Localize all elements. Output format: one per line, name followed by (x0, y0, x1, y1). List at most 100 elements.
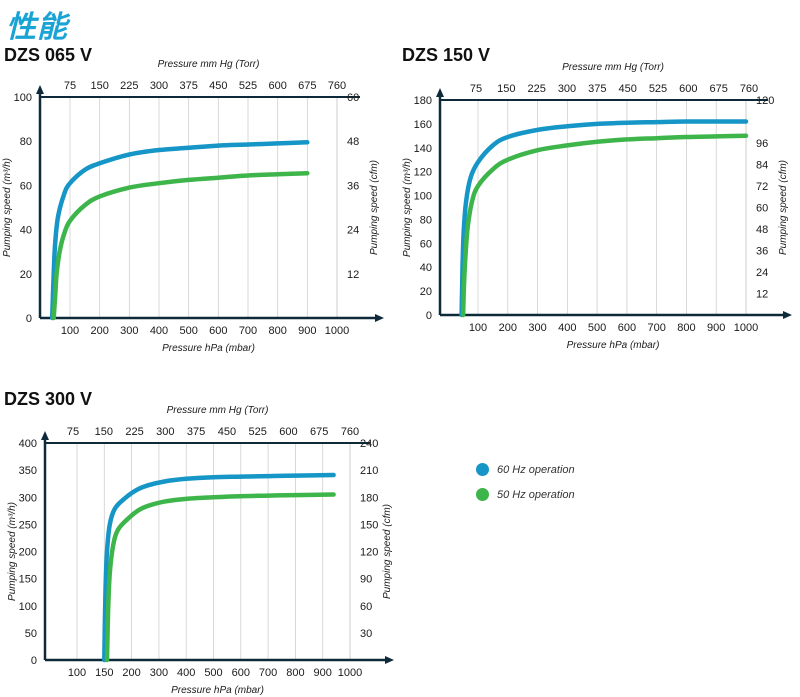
y-tick-label-dzs150-6: 120 (414, 167, 432, 179)
x2-tick-label-dzs300-2: 225 (125, 426, 143, 438)
y2-axis-title-dzs150: Pumping speed (cfm) (778, 160, 789, 255)
legend-swatch-60hz (476, 463, 489, 476)
x-tick-label-dzs150-5: 600 (618, 322, 636, 334)
x2-tick-label-dzs150-7: 600 (679, 83, 697, 95)
y-tick-label-dzs065-4: 80 (20, 136, 32, 148)
y2-tick-label-dzs300-6: 210 (360, 465, 378, 477)
x-tick-label-dzs300-8: 800 (286, 667, 304, 679)
y2-tick-label-dzs300-7: 240 (360, 438, 378, 450)
x-tick-label-dzs065-7: 800 (268, 325, 286, 337)
y-tick-label-dzs150-3: 60 (420, 238, 432, 250)
x2-tick-label-dzs150-1: 150 (497, 83, 515, 95)
y2-tick-label-dzs150-4: 60 (756, 203, 768, 215)
y-tick-label-dzs300-3: 150 (19, 574, 37, 586)
x2-tick-label-dzs300-5: 450 (218, 426, 236, 438)
x-tick-label-dzs300-4: 400 (177, 667, 195, 679)
x-axis-title-dzs065: Pressure hPa (mbar) (162, 343, 255, 354)
y-tick-label-dzs065-3: 60 (20, 180, 32, 192)
y-tick-label-dzs300-6: 300 (19, 492, 37, 504)
x2-tick-label-dzs300-8: 675 (310, 426, 328, 438)
x-tick-label-dzs300-9: 900 (314, 667, 332, 679)
y-tick-label-dzs150-0: 0 (426, 310, 432, 322)
x2-tick-label-dzs150-0: 75 (470, 83, 482, 95)
y-axis-arrow-dzs065 (36, 85, 44, 94)
x-tick-label-dzs065-0: 100 (61, 325, 79, 337)
x2-tick-label-dzs150-3: 300 (558, 83, 576, 95)
y2-tick-label-dzs065-3: 48 (347, 136, 359, 148)
y-axis-title-dzs065: Pumping speed (m³/h) (2, 158, 13, 257)
x2-tick-label-dzs300-0: 75 (67, 426, 79, 438)
x-tick-label-dzs065-3: 400 (150, 325, 168, 337)
y-tick-label-dzs300-1: 50 (25, 628, 37, 640)
x2-tick-label-dzs065-2: 225 (120, 80, 138, 92)
x-tick-label-dzs150-2: 300 (528, 322, 546, 334)
y2-tick-label-dzs065-1: 24 (347, 225, 359, 237)
x2-tick-label-dzs065-0: 75 (64, 80, 76, 92)
y-axis-arrow-dzs150 (436, 88, 444, 97)
y-tick-label-dzs300-7: 350 (19, 465, 37, 477)
y2-tick-label-dzs300-0: 30 (360, 628, 372, 640)
x2-tick-label-dzs065-5: 450 (209, 80, 227, 92)
x-tick-label-dzs300-1: 150 (95, 667, 113, 679)
y2-tick-label-dzs065-4: 60 (347, 92, 359, 104)
y-tick-label-dzs150-4: 80 (420, 214, 432, 226)
x-tick-label-dzs150-7: 800 (677, 322, 695, 334)
x-tick-label-dzs300-6: 600 (232, 667, 250, 679)
y2-tick-label-dzs150-1: 24 (756, 267, 768, 279)
x2-tick-label-dzs150-9: 760 (740, 83, 758, 95)
y-tick-label-dzs150-7: 140 (414, 143, 432, 155)
x2-tick-label-dzs150-5: 450 (618, 83, 636, 95)
y-tick-label-dzs150-5: 100 (414, 191, 432, 203)
y-tick-label-dzs150-1: 20 (420, 286, 432, 298)
x2-tick-label-dzs065-4: 375 (179, 80, 197, 92)
legend-item-50hz: 50 Hz operation (476, 482, 575, 507)
x2-tick-label-dzs300-3: 300 (156, 426, 174, 438)
x-tick-label-dzs065-1: 200 (90, 325, 108, 337)
y2-tick-label-dzs150-7: 96 (756, 138, 768, 150)
y-tick-label-dzs150-8: 160 (414, 119, 432, 131)
x-tick-label-dzs065-5: 600 (209, 325, 227, 337)
x2-tick-label-dzs065-1: 150 (90, 80, 108, 92)
x-tick-label-dzs150-6: 700 (647, 322, 665, 334)
x-tick-label-dzs300-10: 1000 (338, 667, 362, 679)
y-tick-label-dzs300-0: 0 (31, 655, 37, 667)
series-line-dzs300-50hz (104, 492, 336, 663)
chart-title-dzs065: DZS 065 V (4, 45, 93, 65)
x-tick-label-dzs150-1: 200 (499, 322, 517, 334)
x2-tick-label-dzs300-4: 375 (187, 426, 205, 438)
x2-tick-label-dzs150-4: 375 (588, 83, 606, 95)
x-tick-label-dzs150-3: 400 (558, 322, 576, 334)
x-tick-label-dzs065-2: 300 (120, 325, 138, 337)
x-tick-label-dzs150-8: 900 (707, 322, 725, 334)
y-tick-label-dzs065-1: 20 (20, 269, 32, 281)
series-line-dzs300-60hz (102, 472, 336, 663)
y2-tick-label-dzs300-4: 150 (360, 519, 378, 531)
y2-tick-label-dzs150-3: 48 (756, 224, 768, 236)
x2-tick-label-dzs300-7: 600 (279, 426, 297, 438)
y2-axis-title-dzs300: Pumping speed (cfm) (382, 504, 393, 599)
y2-tick-label-dzs065-2: 36 (347, 180, 359, 192)
x-axis-arrow-dzs300 (385, 656, 394, 664)
x-tick-label-dzs150-0: 100 (469, 322, 487, 334)
x-tick-label-dzs065-6: 700 (239, 325, 257, 337)
y2-tick-label-dzs300-3: 120 (360, 547, 378, 559)
x2-tick-label-dzs065-9: 760 (328, 80, 346, 92)
x2-tick-label-dzs300-9: 760 (341, 426, 359, 438)
x-tick-label-dzs300-5: 500 (204, 667, 222, 679)
x2-tick-label-dzs065-6: 525 (239, 80, 257, 92)
x-tick-label-dzs150-4: 500 (588, 322, 606, 334)
x2-axis-title-dzs150: Pressure mm Hg (Torr) (562, 62, 664, 73)
y-tick-label-dzs300-5: 250 (19, 519, 37, 531)
x-axis-arrow-dzs065 (375, 314, 384, 322)
y-tick-label-dzs065-2: 40 (20, 225, 32, 237)
x2-tick-label-dzs300-1: 150 (95, 426, 113, 438)
x-tick-label-dzs300-0: 100 (68, 667, 86, 679)
x2-axis-title-dzs300: Pressure mm Hg (Torr) (167, 405, 269, 416)
legend-label-60hz: 60 Hz operation (497, 463, 575, 476)
x2-tick-label-dzs065-3: 300 (150, 80, 168, 92)
x-tick-label-dzs300-7: 700 (259, 667, 277, 679)
x2-tick-label-dzs150-2: 225 (527, 83, 545, 95)
x-tick-label-dzs065-4: 500 (179, 325, 197, 337)
series-line-dzs150-50hz (460, 133, 749, 318)
